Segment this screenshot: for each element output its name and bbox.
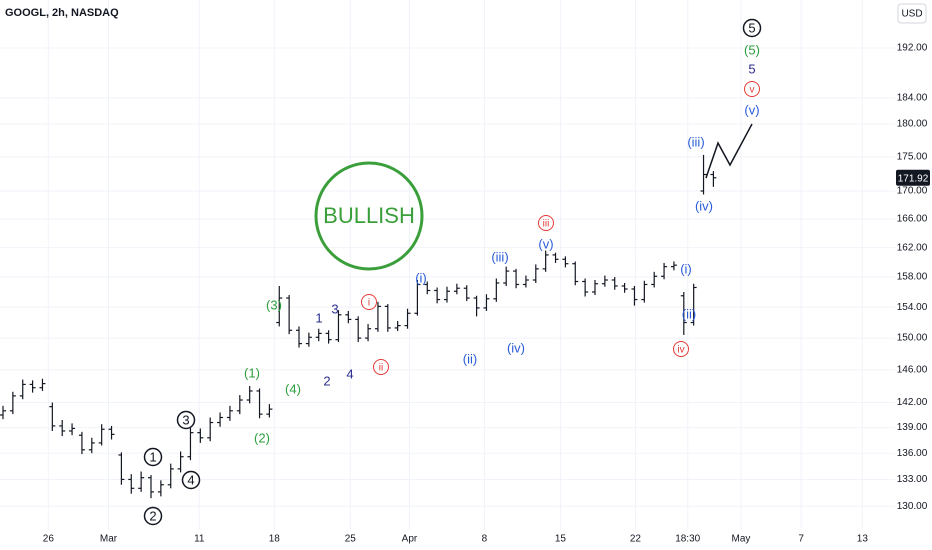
wave-label: 4 [187, 472, 194, 487]
wave-label: 3 [331, 301, 338, 316]
wave-label: 5 [748, 61, 755, 76]
x-tick-label: 8 [482, 534, 488, 545]
y-tick-label: 139.00 [897, 422, 928, 433]
y-tick-label: 154.00 [897, 302, 928, 313]
wave-circle [673, 341, 689, 357]
wave-label: (ii) [682, 306, 696, 321]
y-tick-label: 175.00 [897, 152, 928, 163]
wave-label: (ii) [463, 351, 477, 366]
wave-circle [143, 506, 163, 526]
wave-label: (5) [744, 42, 760, 57]
y-tick-label: 162.00 [897, 242, 928, 253]
wave-label: 5 [748, 20, 755, 35]
wave-circle [742, 18, 762, 38]
y-tick-label: 166.00 [897, 214, 928, 225]
currency-label[interactable]: USD [901, 9, 922, 20]
y-tick-label: 170.00 [897, 186, 928, 197]
wave-circle [361, 294, 377, 310]
wave-label: i [368, 298, 370, 309]
y-tick-label: 142.00 [897, 397, 928, 408]
x-tick-label: 22 [630, 534, 642, 545]
wave-label: (1) [244, 365, 260, 380]
x-tick-label: 15 [555, 534, 567, 545]
x-tick-label: Apr [402, 534, 418, 545]
wave-label: iii [543, 219, 550, 230]
wave-label: (i) [680, 261, 692, 276]
chart-title: GOOGL, 2h, NASDAQ [5, 7, 119, 19]
wave-circle [143, 447, 163, 467]
wave-label: (v) [744, 102, 759, 117]
wave-circle [181, 470, 201, 490]
y-tick-label: 146.00 [897, 364, 928, 375]
wave-label: (4) [285, 381, 301, 396]
x-tick-label: 7 [798, 534, 804, 545]
x-tick-label: 13 [857, 534, 869, 545]
wave-circle [744, 81, 760, 97]
wave-label: 4 [346, 366, 353, 381]
last-price-label: 171.92 [898, 173, 929, 184]
wave-label: (i) [415, 270, 427, 285]
wave-label: 1 [315, 310, 322, 325]
x-tick-label: 18 [269, 534, 281, 545]
x-tick-label: 11 [194, 534, 205, 545]
y-tick-label: 150.00 [897, 333, 928, 344]
wave-label: v [750, 85, 755, 96]
wave-label: 3 [182, 412, 189, 427]
wave-circle [176, 410, 196, 430]
last-price-tag [896, 169, 930, 186]
x-tick-label: May [732, 534, 751, 545]
y-tick-label: 133.00 [897, 474, 928, 485]
x-tick-label: 18:30 [675, 534, 700, 545]
wave-label: (iii) [687, 134, 704, 149]
wave-label: 2 [149, 508, 156, 523]
currency-box[interactable] [897, 3, 927, 24]
bullish-circle [314, 161, 424, 271]
y-tick-label: 130.00 [897, 501, 928, 512]
y-tick-label: 184.00 [897, 93, 928, 104]
y-tick-label: 136.00 [897, 448, 928, 459]
wave-label: 2 [323, 373, 330, 388]
wave-label: (iv) [507, 340, 525, 355]
y-tick-label: 180.00 [897, 118, 928, 129]
grid [0, 0, 895, 530]
wave-label: (3) [266, 297, 282, 312]
y-tick-label: 158.00 [897, 272, 928, 283]
projection-path [705, 123, 753, 179]
x-tick-label: Mar [100, 534, 118, 545]
wave-label: ii [379, 363, 383, 374]
wave-label: (iv) [695, 198, 713, 213]
y-tick-label: 192.00 [897, 43, 928, 54]
wave-circle [538, 215, 554, 231]
wave-label: (v) [538, 236, 553, 251]
x-tick-label: 26 [43, 534, 55, 545]
wave-label: iv [677, 345, 684, 356]
bullish-label: BULLISH [323, 203, 415, 228]
wave-label: (iii) [491, 249, 508, 264]
wave-label: (2) [254, 430, 270, 445]
x-tick-label: 25 [345, 534, 357, 545]
wave-circle [373, 359, 389, 375]
wave-label: 1 [149, 449, 156, 464]
